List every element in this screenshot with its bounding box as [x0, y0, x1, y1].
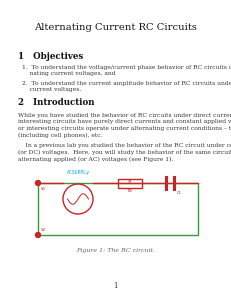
Bar — [118, 178, 142, 188]
Text: In a previous lab you studied the behavior of the RC circuit under constant appl: In a previous lab you studied the behavi… — [18, 143, 231, 161]
Text: 1: 1 — [113, 282, 118, 290]
Text: Figure 1: The RC circuit.: Figure 1: The RC circuit. — [76, 248, 155, 253]
Text: 2.  To understand the current amplitude behavior of RC circuits under applied al: 2. To understand the current amplitude b… — [22, 81, 231, 92]
Text: 1.  To understand the voltage/current phase behavior of RC circuits under applie: 1. To understand the voltage/current pha… — [22, 65, 231, 76]
Text: R: R — [128, 181, 132, 185]
Text: V2: V2 — [41, 228, 46, 232]
Bar — [38, 183, 198, 235]
Text: R2: R2 — [128, 190, 133, 194]
Circle shape — [36, 181, 40, 185]
Text: 1   Objectives: 1 Objectives — [18, 52, 83, 61]
Circle shape — [36, 232, 40, 238]
Text: C1: C1 — [177, 191, 182, 195]
Text: Alternating Current RC Circuits: Alternating Current RC Circuits — [34, 23, 197, 32]
Text: V1: V1 — [41, 187, 46, 191]
Text: ACSUPPLy: ACSUPPLy — [67, 170, 89, 175]
Text: 2   Introduction: 2 Introduction — [18, 98, 94, 107]
Text: While you have studied the behavior of RC circuits under direct current conditio: While you have studied the behavior of R… — [18, 113, 231, 138]
